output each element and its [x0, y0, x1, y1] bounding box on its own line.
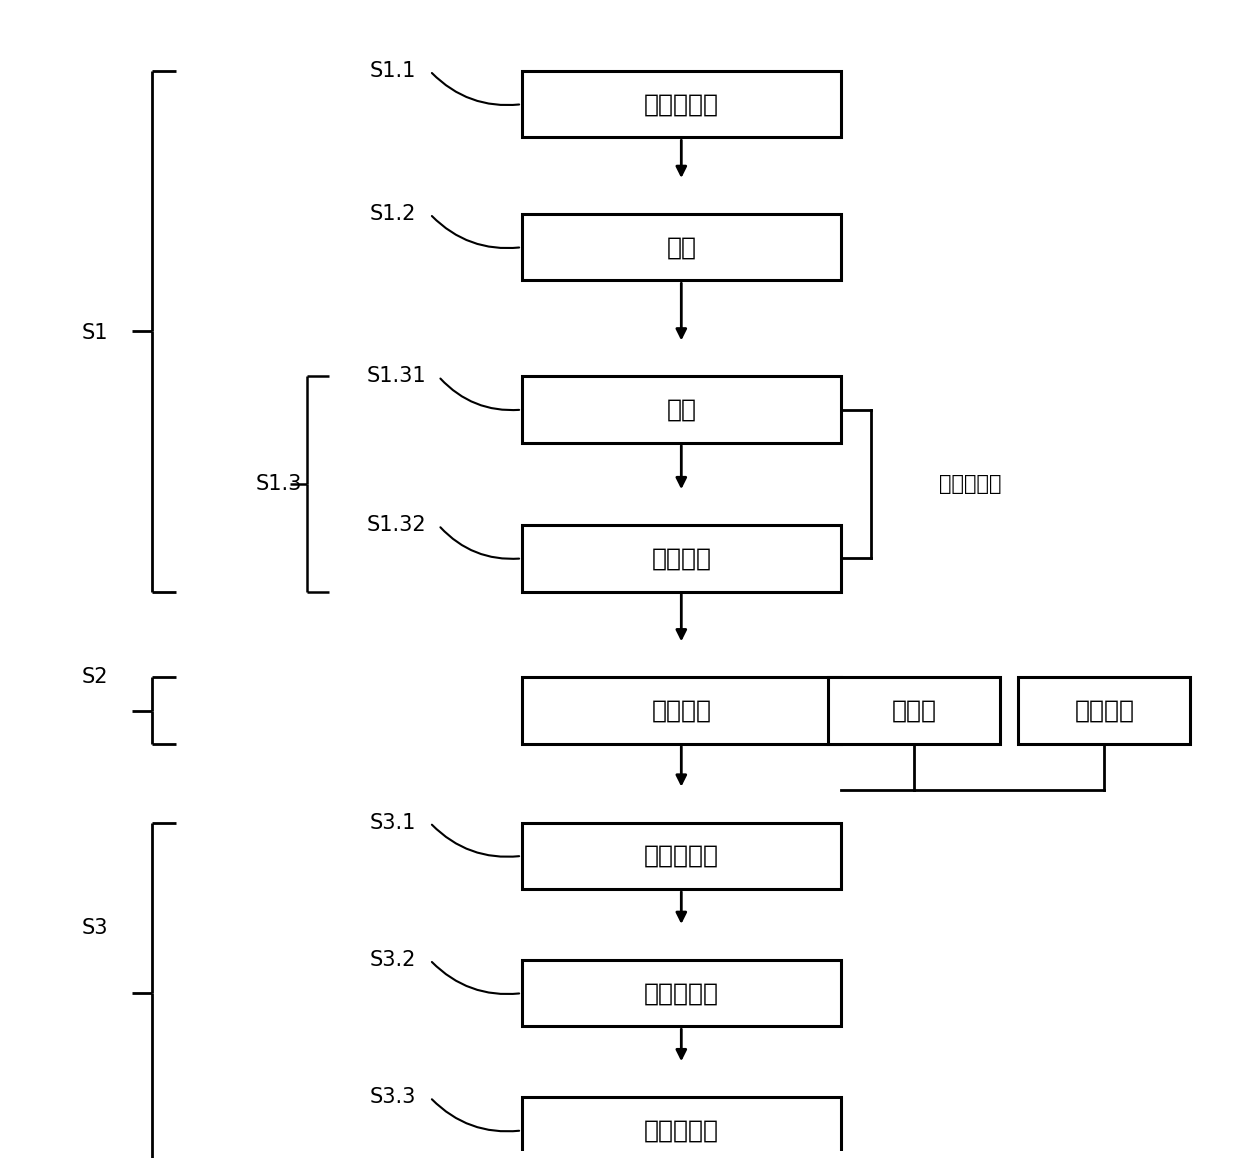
Text: S3: S3	[82, 918, 108, 938]
Text: 工具预备: 工具预备	[1074, 698, 1135, 723]
Bar	[522, 376, 841, 442]
Bar	[522, 71, 841, 138]
Text: S1.3: S1.3	[255, 474, 303, 494]
Text: 放料、冶炼: 放料、冶炼	[644, 844, 719, 867]
Text: 压型: 压型	[666, 235, 697, 259]
Bar	[522, 960, 841, 1026]
Text: S3.3: S3.3	[370, 1087, 417, 1107]
Bar	[522, 214, 841, 280]
Text: S1.31: S1.31	[367, 366, 427, 387]
Bar	[828, 677, 1001, 743]
Text: 脱有机物: 脱有机物	[651, 547, 712, 571]
Text: S3.1: S3.1	[370, 813, 417, 833]
Text: 除杂、浇铸: 除杂、浇铸	[644, 1119, 719, 1143]
Text: 备料、混合: 备料、混合	[644, 93, 719, 116]
Text: S1.2: S1.2	[370, 204, 417, 223]
Bar	[522, 526, 841, 592]
Text: S1.32: S1.32	[367, 515, 427, 535]
Bar	[522, 677, 841, 743]
Bar	[1018, 677, 1190, 743]
Text: S1: S1	[82, 323, 108, 343]
Bar	[522, 822, 841, 889]
Text: S3.2: S3.2	[370, 950, 417, 970]
Bar	[522, 1098, 841, 1158]
Text: S2: S2	[82, 667, 108, 688]
Text: 包裹铝箔: 包裹铝箔	[651, 698, 712, 723]
Text: S1.1: S1.1	[370, 61, 417, 81]
Text: 熔融铝: 熔融铝	[892, 698, 936, 723]
Text: 搅拌、保温: 搅拌、保温	[644, 981, 719, 1005]
Text: 燃烧有机物: 燃烧有机物	[939, 474, 1001, 494]
Text: 脱水: 脱水	[666, 397, 697, 422]
